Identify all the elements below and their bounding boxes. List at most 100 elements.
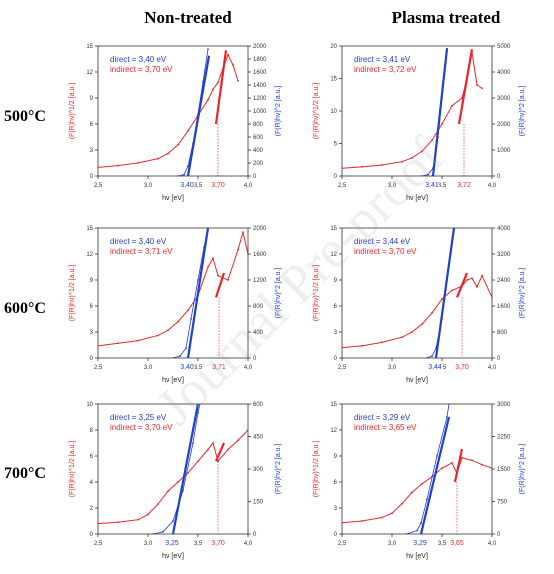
y-left-tick-label: 2 [90,506,94,512]
y-right-tick-label: 2000 [253,44,267,50]
indirect-series-point [431,312,433,314]
direct-series-point [190,318,192,320]
indirect-series-point [471,459,473,462]
direct-fit-line [434,228,456,358]
y-left-tick-label: 0 [334,174,338,180]
direct-series-point [406,533,408,534]
indirect-series-point [217,274,219,277]
indirect-series-point [461,456,463,459]
indirect-series-point [167,490,169,492]
direct-fit-line [186,55,211,176]
x-axis-label: hν [eV] [406,553,428,560]
y-right-axis-label: (F(R)hν)^2 [a.u.] [519,268,526,319]
direct-series-point [197,411,199,414]
direct-series-point [172,357,174,358]
direct-series-point [436,455,438,457]
indirect-series-point [217,81,219,84]
direct-gap-annotation: direct = 3,25 eV [110,413,167,422]
indirect-fit-line [214,50,228,125]
x-tick-label: 2,5 [94,365,103,371]
y-right-tick-label: 3000 [497,402,511,408]
y-right-tick-label: 600 [253,402,264,408]
indirect-series-point [247,253,248,255]
y-left-tick-label: 6 [90,122,94,128]
indirect-series-point [227,279,229,281]
indirect-series-point [237,439,239,442]
indirect-gap-annotation: indirect = 3,72 eV [354,65,417,74]
y-right-tick-label: 1500 [497,467,511,473]
indirect-series-point [451,289,453,292]
y-left-tick-label: 20 [330,44,337,50]
y-right-tick-label: 1400 [253,83,267,89]
indirect-series-point [342,521,343,524]
y-right-tick-label: 300 [253,467,264,473]
direct-series-point [162,530,164,533]
indirect-series-point [481,463,483,466]
indirect-series-point [441,123,443,125]
x-tick-label: 4,0 [244,541,253,547]
y-right-tick-label: 1200 [253,96,267,102]
indirect-series-point [212,257,214,260]
indirect-series-point [157,503,159,505]
indirect-series-point [207,98,209,101]
y-right-tick-label: 0 [253,356,257,362]
x-tick-label: 3,0 [144,183,153,189]
indirect-series-point [401,336,403,339]
direct-gap-marker: 3,41 [425,182,439,189]
indirect-series-point [411,331,413,333]
direct-gap-marker: 3,40 [180,364,194,371]
indirect-fit-line [214,272,226,298]
indirect-series-point [167,329,169,332]
y-right-tick-label: 1800 [253,57,267,63]
y-right-tick-label: 4000 [497,226,511,232]
direct-series-point [416,529,418,532]
y-left-tick-label: 9 [90,96,94,102]
y-left-tick-label: 15 [86,226,93,232]
direct-series-point [426,498,428,501]
indirect-series-point [441,298,443,300]
direct-series-line [426,228,455,358]
direct-series-point [182,489,184,492]
indirect-series-point [137,162,139,164]
indirect-series-point [361,166,363,168]
direct-gap-annotation: direct = 3,40 eV [110,237,167,246]
x-tick-label: 3,5 [438,183,447,189]
indirect-series-point [187,309,189,312]
indirect-fit-line [453,448,464,483]
y-right-tick-label: 600 [253,135,264,141]
indirect-series-point [441,467,443,470]
indirect-gap-marker: 3,65 [450,540,464,547]
indirect-series-point [212,88,214,91]
x-tick-label: 3,0 [144,365,153,371]
y-left-tick-label: 10 [86,402,93,408]
direct-series-point [448,404,450,405]
direct-fit-line [186,228,210,358]
direct-gap-marker: 3,40 [180,182,194,189]
y-left-tick-label: 15 [86,44,93,50]
indirect-series-point [411,491,413,494]
indirect-series-point [177,320,179,323]
indirect-series-point [491,467,492,470]
indirect-series-point [237,248,239,251]
y-left-axis-label: (F(R)hν)^1/2 [a.u.] [69,265,76,322]
y-right-tick-label: 0 [253,174,257,180]
y-left-tick-label: 4 [90,480,94,486]
indirect-series-point [157,334,159,337]
y-left-tick-label: 0 [90,532,94,538]
y-left-tick-label: 6 [90,304,94,310]
indirect-series-point [481,87,483,90]
indirect-series-point [187,472,189,474]
indirect-series-point [232,64,234,66]
y-left-tick-label: 15 [330,226,337,232]
y-left-tick-label: 0 [334,356,338,362]
x-tick-label: 4,0 [244,183,253,189]
y-left-axis-label: (F(R)hν)^1/2 [a.u.] [69,83,76,140]
indirect-gap-marker: 3,70 [211,182,225,189]
direct-series-point [179,355,181,357]
x-tick-label: 4,0 [244,365,253,371]
indirect-series-point [471,277,473,280]
direct-series-point [421,175,423,176]
direct-series-point [197,279,199,281]
indirect-series-point [177,143,179,146]
indirect-series-point [481,274,483,277]
